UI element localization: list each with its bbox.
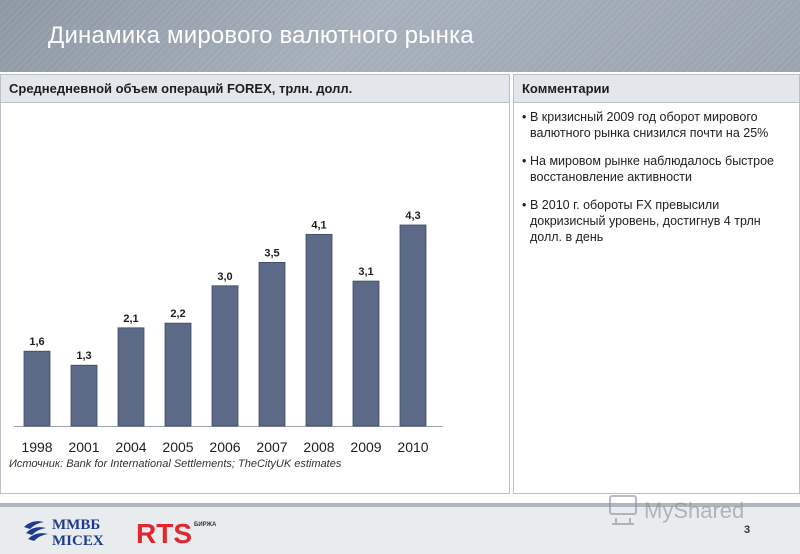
comments-list: • В кризисный 2009 год оборот мирового ва… bbox=[514, 103, 799, 245]
data-label-2005: 2,2 bbox=[170, 308, 185, 320]
comment-item: • В 2010 г. обороты FX превысили докризис… bbox=[522, 198, 761, 244]
watermark-text: MyShared bbox=[644, 498, 744, 523]
comment-item: • В кризисный 2009 год оборот мирового ва… bbox=[522, 110, 769, 140]
watermark-icon bbox=[609, 495, 637, 525]
page-number: 3 bbox=[744, 524, 751, 536]
data-label-1998: 1,6 bbox=[29, 336, 44, 348]
comments-panel-heading: Комментарии bbox=[514, 75, 799, 103]
watermark: MyShared bbox=[609, 495, 744, 525]
title-bar: Динамика мирового валютного рынка bbox=[0, 0, 800, 72]
bar-2008 bbox=[305, 233, 333, 427]
source-note: Источник: Bank for International Settlem… bbox=[9, 458, 342, 470]
mmvb-logo: ММВБ МІСЕХ bbox=[24, 517, 104, 549]
data-label-2009: 3,1 bbox=[358, 266, 373, 278]
chart-panel: Среднедневной объем операций FOREX, трлн… bbox=[0, 74, 510, 494]
rts-logo-sub: БИРЖА bbox=[194, 522, 217, 528]
bar-chart: 1,6 1998 1,3 2001 2,1 2004 2,2 2005 3,0 2006 3,5 20… bbox=[14, 210, 443, 455]
x-tick-2009: 2009 bbox=[350, 439, 381, 455]
comment-item: • На мировом рынке наблюдалось быстрое во… bbox=[522, 154, 775, 184]
title-bar-texture bbox=[0, 0, 800, 72]
comments-panel: Комментарии • В кризисный 2009 год оборот… bbox=[513, 74, 800, 494]
bar-2001 bbox=[70, 364, 98, 427]
rts-logo: RTS БИРЖА bbox=[136, 518, 217, 549]
x-tick-1998: 1998 bbox=[21, 439, 52, 455]
bar-2006 bbox=[211, 285, 239, 427]
bar-2009 bbox=[352, 280, 380, 427]
x-tick-2008: 2008 bbox=[303, 439, 334, 455]
x-tick-2006: 2006 bbox=[209, 439, 240, 455]
svg-text:МІСЕХ: МІСЕХ bbox=[52, 533, 104, 549]
bar-2004 bbox=[117, 327, 145, 427]
data-label-2010: 4,3 bbox=[405, 210, 420, 222]
data-label-2004: 2,1 bbox=[123, 313, 138, 325]
bar-2010 bbox=[399, 224, 427, 427]
data-label-2006: 3,0 bbox=[217, 271, 232, 283]
data-label-2001: 1,3 bbox=[76, 350, 91, 362]
x-tick-2001: 2001 bbox=[68, 439, 99, 455]
x-tick-2004: 2004 bbox=[115, 439, 146, 455]
x-tick-2005: 2005 bbox=[162, 439, 193, 455]
x-tick-2010: 2010 bbox=[397, 439, 428, 455]
bar-2007 bbox=[258, 261, 286, 427]
x-tick-2007: 2007 bbox=[256, 439, 287, 455]
footer-divider bbox=[0, 503, 800, 507]
data-label-2008: 4,1 bbox=[311, 219, 326, 231]
data-label-2007: 3,5 bbox=[264, 247, 279, 259]
page-title: Динамика мирового валютного рынка bbox=[48, 22, 474, 49]
svg-text:ММВБ: ММВБ bbox=[52, 517, 100, 533]
rts-logo-text: RTS bbox=[136, 518, 192, 549]
bar-1998 bbox=[23, 350, 51, 427]
bar-2005 bbox=[164, 322, 192, 427]
chart-panel-heading: Среднедневной объем операций FOREX, трлн… bbox=[1, 75, 509, 103]
footer bbox=[0, 507, 800, 554]
